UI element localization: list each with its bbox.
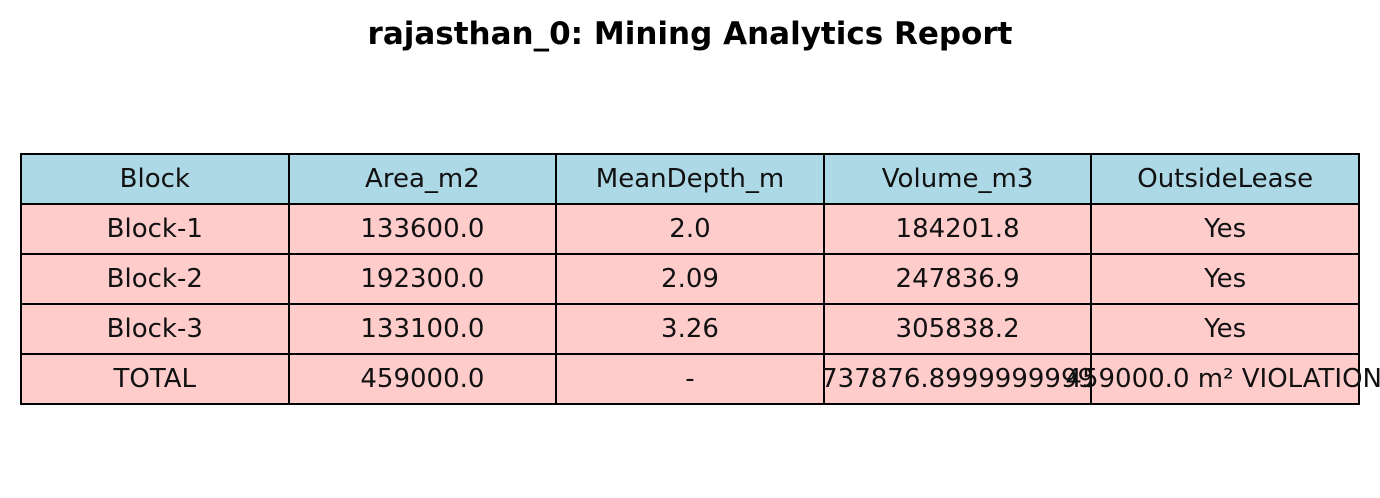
- header-label: Area_m2: [365, 164, 480, 194]
- header-cell: OutsideLease: [1090, 153, 1360, 205]
- cell-value: 192300.0: [360, 264, 485, 294]
- table-cell: 184201.8: [822, 203, 1093, 255]
- cell-value: TOTAL: [113, 364, 197, 394]
- table-cell: 2.0: [555, 203, 825, 255]
- header-cell: Block: [20, 153, 290, 205]
- table-row: Block-1 133600.0 2.0 184201.8 Yes: [20, 203, 1360, 255]
- cell-value: 133100.0: [360, 314, 485, 344]
- header-label: Block: [119, 164, 190, 194]
- table-cell: 305838.2: [822, 303, 1093, 355]
- cell-value: 133600.0: [360, 214, 485, 244]
- report-table-container: Block Area_m2 MeanDepth_m Volume_m3 Outs…: [20, 153, 1380, 413]
- header-cell: Volume_m3: [822, 153, 1093, 205]
- table-cell: 459000.0 m² VIOLATION: [1065, 353, 1380, 405]
- table-cell: 192300.0: [287, 253, 558, 305]
- header-label: Volume_m3: [881, 164, 1034, 194]
- table-row-total: TOTAL 459000.0 - 737876.8999999999 45900…: [20, 353, 1380, 405]
- table-cell: Yes: [1090, 203, 1360, 255]
- table-cell: 2.09: [555, 253, 825, 305]
- table-cell: TOTAL: [20, 353, 290, 405]
- table-cell: -: [555, 353, 825, 405]
- report-table: Block Area_m2 MeanDepth_m Volume_m3 Outs…: [20, 153, 1380, 405]
- cell-value: 3.26: [661, 314, 719, 344]
- header-label: MeanDepth_m: [595, 164, 785, 194]
- table-cell: 737876.8999999999: [821, 353, 1095, 405]
- table-cell: Block-1: [20, 203, 290, 255]
- cell-value: 247836.9: [895, 264, 1020, 294]
- cell-value: Block-1: [106, 214, 203, 244]
- table-cell: Yes: [1090, 303, 1360, 355]
- table-cell: 133100.0: [287, 303, 558, 355]
- chart-title: rajasthan_0: Mining Analytics Report: [367, 16, 1013, 52]
- cell-value: Yes: [1204, 214, 1247, 244]
- header-label: OutsideLease: [1137, 164, 1314, 194]
- cell-value: 184201.8: [895, 214, 1020, 244]
- cell-value: 737876.8999999999: [821, 364, 1095, 394]
- table-cell: 3.26: [555, 303, 825, 355]
- cell-value: Block-3: [106, 314, 203, 344]
- cell-value: 2.09: [661, 264, 719, 294]
- cell-value: 2.0: [669, 214, 711, 244]
- table-cell: Block-2: [20, 253, 290, 305]
- cell-value: Yes: [1204, 314, 1247, 344]
- cell-value: Block-2: [106, 264, 203, 294]
- table-row: Block-3 133100.0 3.26 305838.2 Yes: [20, 303, 1360, 355]
- cell-value: 459000.0 m² VIOLATION: [1065, 364, 1380, 394]
- header-cell: MeanDepth_m: [555, 153, 825, 205]
- table-row: Block-2 192300.0 2.09 247836.9 Yes: [20, 253, 1360, 305]
- cell-value: Yes: [1204, 264, 1247, 294]
- table-cell: 247836.9: [822, 253, 1093, 305]
- header-cell: Area_m2: [287, 153, 558, 205]
- cell-value: 305838.2: [895, 314, 1020, 344]
- table-cell: Yes: [1090, 253, 1360, 305]
- cell-value: -: [685, 364, 695, 394]
- cell-value: 459000.0: [360, 364, 485, 394]
- table-cell: 459000.0: [287, 353, 558, 405]
- table-header-row: Block Area_m2 MeanDepth_m Volume_m3 Outs…: [20, 153, 1360, 205]
- table-cell: 133600.0: [287, 203, 558, 255]
- table-cell: Block-3: [20, 303, 290, 355]
